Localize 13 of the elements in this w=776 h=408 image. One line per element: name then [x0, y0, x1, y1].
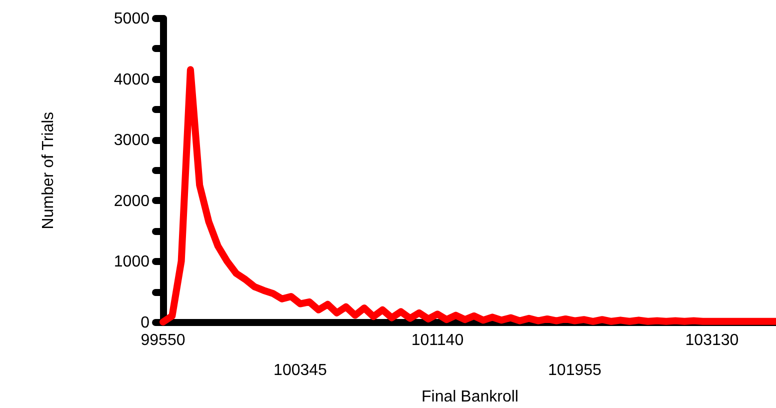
x-tick-label: 101955: [548, 362, 602, 379]
x-tick-label: 101140: [411, 332, 464, 349]
x-tick-label: 99550: [140, 332, 186, 349]
y-tick-label: 4000: [114, 71, 150, 88]
y-axis-title: Number of Trials: [40, 112, 57, 230]
x-axis-title: Final Bankroll: [422, 388, 518, 406]
y-tick-label: 3000: [114, 132, 150, 150]
y-tick-label: 2000: [114, 192, 150, 210]
y-tick-label: 1000: [114, 254, 150, 271]
y-tick-label: 5000: [114, 10, 150, 28]
y-tick-label: 0: [140, 314, 150, 332]
x-tick-label: 100345: [274, 362, 328, 379]
x-tick-label: 103130: [685, 332, 739, 349]
